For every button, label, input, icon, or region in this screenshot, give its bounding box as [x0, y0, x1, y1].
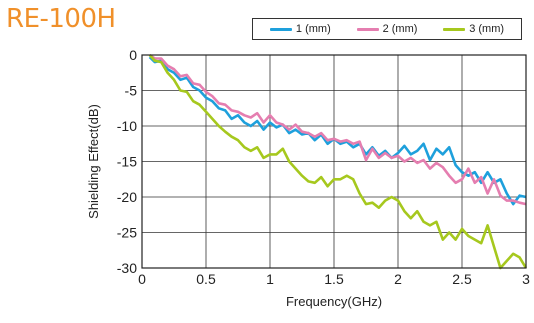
- legend: 1 (mm) 2 (mm) 3 (mm): [252, 18, 522, 40]
- legend-label: 1 (mm): [295, 23, 331, 35]
- legend-label: 2 (mm): [382, 23, 418, 35]
- x-tick-label: 0.5: [196, 271, 216, 287]
- x-tick-label: 3: [522, 271, 530, 287]
- legend-item-2: 2 (mm): [356, 23, 418, 35]
- x-tick-labels: 0 0.5 1 1.5 2 2.5 3: [138, 271, 530, 287]
- y-tick-label: -30: [117, 260, 137, 276]
- x-tick-label: 1.5: [324, 271, 344, 287]
- legend-swatch: [443, 27, 466, 31]
- x-tick-label: 2: [394, 271, 402, 287]
- x-tick-label: 1: [266, 271, 274, 287]
- series-line-3: [148, 54, 528, 270]
- y-tick-label: -15: [117, 154, 137, 170]
- chart-title: RE-100H: [6, 4, 116, 34]
- x-axis-label: Frequency(GHz): [286, 294, 382, 309]
- plot-frame: [141, 54, 527, 269]
- legend-item-1: 1 (mm): [269, 23, 331, 35]
- y-tick-labels: 0 -5 -10 -15 -20 -25 -30: [117, 47, 137, 276]
- y-tick-label: -25: [117, 225, 137, 241]
- series-layer: [148, 53, 528, 270]
- y-axis-label: Shielding Effect(dB): [86, 104, 101, 219]
- series-line-2: [148, 53, 527, 206]
- legend-item-3: 3 (mm): [443, 23, 504, 35]
- y-tick-label: -20: [117, 189, 137, 205]
- x-tick-label: 2.5: [452, 271, 472, 287]
- y-tick-label: 0: [129, 47, 137, 63]
- y-tick-label: -10: [117, 118, 137, 134]
- legend-swatch: [269, 27, 292, 31]
- x-tick-label: 0: [138, 271, 146, 287]
- y-tick-label: -5: [125, 83, 138, 99]
- legend-label: 3 (mm): [469, 23, 505, 35]
- legend-swatch: [356, 27, 379, 31]
